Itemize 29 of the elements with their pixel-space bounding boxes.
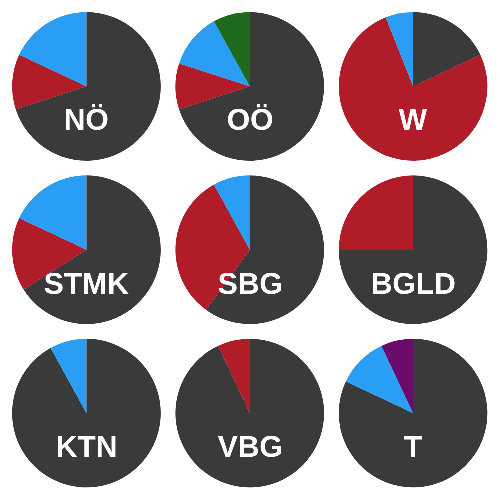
pie-slice [386, 12, 414, 87]
pie-slice [179, 22, 250, 87]
pie-slice [346, 346, 414, 414]
pie-slice [19, 12, 87, 87]
text: W [399, 104, 428, 137]
pie-slice [16, 12, 161, 161]
pie-slice [413, 12, 481, 87]
pie-slice [339, 339, 488, 488]
text: KTN [56, 431, 118, 464]
pie-slice [382, 339, 414, 414]
text: OÖ [227, 104, 274, 137]
pie-slice [214, 12, 250, 87]
pie-slice [206, 176, 324, 324]
pie-slice [176, 339, 324, 488]
pie-slice [12, 339, 161, 488]
pie-slice [50, 339, 87, 414]
pie-slice [339, 18, 488, 161]
text: NÖ [64, 104, 109, 137]
text: T [404, 431, 422, 464]
pie-slice [24, 176, 161, 324]
text: VBG [218, 431, 284, 464]
pie-slice [214, 176, 250, 250]
text: STMK [44, 268, 130, 301]
text: BGLD [371, 268, 456, 301]
pie-slice [339, 176, 488, 324]
pie-slice [179, 12, 324, 161]
pie-slice [218, 339, 250, 414]
pie-slice [19, 176, 87, 250]
pie-slice [339, 176, 414, 250]
